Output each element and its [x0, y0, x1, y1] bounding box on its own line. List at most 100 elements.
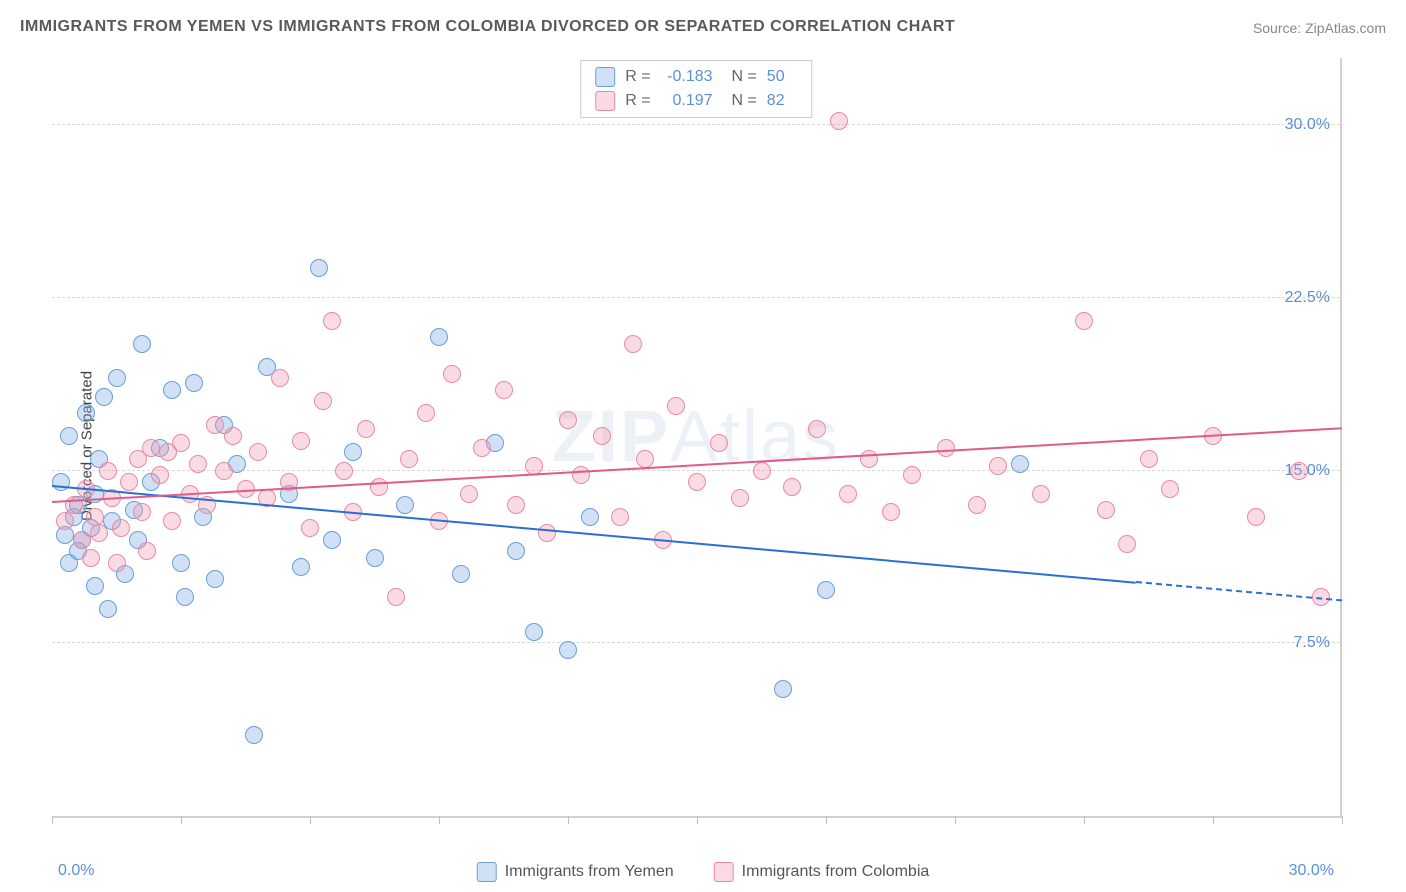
legend-swatch — [595, 67, 615, 87]
scatter-point — [624, 335, 642, 353]
scatter-point — [370, 478, 388, 496]
scatter-point — [495, 381, 513, 399]
scatter-point — [396, 496, 414, 514]
scatter-point — [507, 496, 525, 514]
legend-label: Immigrants from Yemen — [505, 863, 674, 881]
scatter-point — [56, 512, 74, 530]
scatter-point — [90, 524, 108, 542]
stats-r-label: R = — [625, 65, 650, 89]
scatter-point — [1247, 508, 1265, 526]
scatter-point — [452, 565, 470, 583]
x-tick — [181, 816, 182, 824]
gridline — [52, 642, 1340, 643]
x-tick — [697, 816, 698, 824]
scatter-point — [245, 726, 263, 744]
y-tick-label: 7.5% — [1294, 634, 1330, 652]
scatter-point — [636, 450, 654, 468]
scatter-point — [335, 462, 353, 480]
stats-n-label: N = — [723, 65, 757, 89]
scatter-point — [400, 450, 418, 468]
scatter-point — [133, 503, 151, 521]
x-axis-min-label: 0.0% — [58, 862, 94, 880]
scatter-point — [133, 335, 151, 353]
scatter-point — [559, 411, 577, 429]
scatter-point — [572, 466, 590, 484]
x-axis-max-label: 30.0% — [1289, 862, 1334, 880]
chart-title: IMMIGRANTS FROM YEMEN VS IMMIGRANTS FROM… — [20, 18, 955, 36]
scatter-point — [77, 404, 95, 422]
x-tick — [1213, 816, 1214, 824]
x-tick — [1084, 816, 1085, 824]
scatter-point — [774, 680, 792, 698]
scatter-point — [292, 558, 310, 576]
scatter-point — [357, 420, 375, 438]
scatter-point — [99, 600, 117, 618]
x-tick — [1342, 816, 1343, 824]
scatter-point — [417, 404, 435, 422]
scatter-point — [443, 365, 461, 383]
legend-swatch — [595, 91, 615, 111]
scatter-point — [387, 588, 405, 606]
scatter-point — [60, 554, 78, 572]
scatter-point — [314, 392, 332, 410]
scatter-point — [839, 485, 857, 503]
scatter-point — [430, 328, 448, 346]
scatter-point — [1290, 462, 1308, 480]
scatter-point — [989, 457, 1007, 475]
scatter-point — [344, 443, 362, 461]
scatter-point — [525, 623, 543, 641]
scatter-point — [710, 434, 728, 452]
stats-n-label: N = — [723, 89, 757, 113]
gridline — [52, 124, 1340, 125]
stats-n-value: 50 — [767, 65, 797, 89]
scatter-point — [460, 485, 478, 503]
scatter-point — [507, 542, 525, 560]
scatter-point — [142, 439, 160, 457]
scatter-point — [1161, 480, 1179, 498]
scatter-point — [538, 524, 556, 542]
stats-n-value: 82 — [767, 89, 797, 113]
scatter-point — [301, 519, 319, 537]
scatter-point — [688, 473, 706, 491]
scatter-point — [667, 397, 685, 415]
scatter-point — [108, 554, 126, 572]
x-tick — [310, 816, 311, 824]
x-tick — [955, 816, 956, 824]
stats-r-label: R = — [625, 89, 650, 113]
scatter-point — [86, 508, 104, 526]
scatter-point — [73, 531, 91, 549]
scatter-point — [120, 473, 138, 491]
legend-swatch — [714, 862, 734, 882]
scatter-point — [323, 531, 341, 549]
scatter-point — [138, 542, 156, 560]
scatter-point — [172, 434, 190, 452]
scatter-point — [172, 554, 190, 572]
y-tick-label: 30.0% — [1285, 116, 1330, 134]
scatter-point — [151, 466, 169, 484]
scatter-point — [937, 439, 955, 457]
scatter-point — [163, 512, 181, 530]
x-tick — [439, 816, 440, 824]
scatter-point — [968, 496, 986, 514]
scatter-point — [1075, 312, 1093, 330]
scatter-point — [1097, 501, 1115, 519]
scatter-point — [1140, 450, 1158, 468]
scatter-point — [903, 466, 921, 484]
scatter-point — [271, 369, 289, 387]
stats-legend-box: R = -0.183 N = 50R = 0.197 N = 82 — [580, 60, 812, 118]
scatter-point — [189, 455, 207, 473]
scatter-point — [783, 478, 801, 496]
y-tick-label: 22.5% — [1285, 289, 1330, 307]
gridline — [52, 470, 1340, 471]
scatter-point — [323, 312, 341, 330]
scatter-point — [882, 503, 900, 521]
legend-item: Immigrants from Colombia — [714, 862, 930, 882]
x-tick — [568, 816, 569, 824]
bottom-legend: Immigrants from Yemen Immigrants from Col… — [477, 862, 930, 882]
scatter-point — [817, 581, 835, 599]
scatter-point — [249, 443, 267, 461]
gridline — [52, 297, 1340, 298]
scatter-point — [224, 427, 242, 445]
scatter-point — [1032, 485, 1050, 503]
scatter-point — [86, 577, 104, 595]
